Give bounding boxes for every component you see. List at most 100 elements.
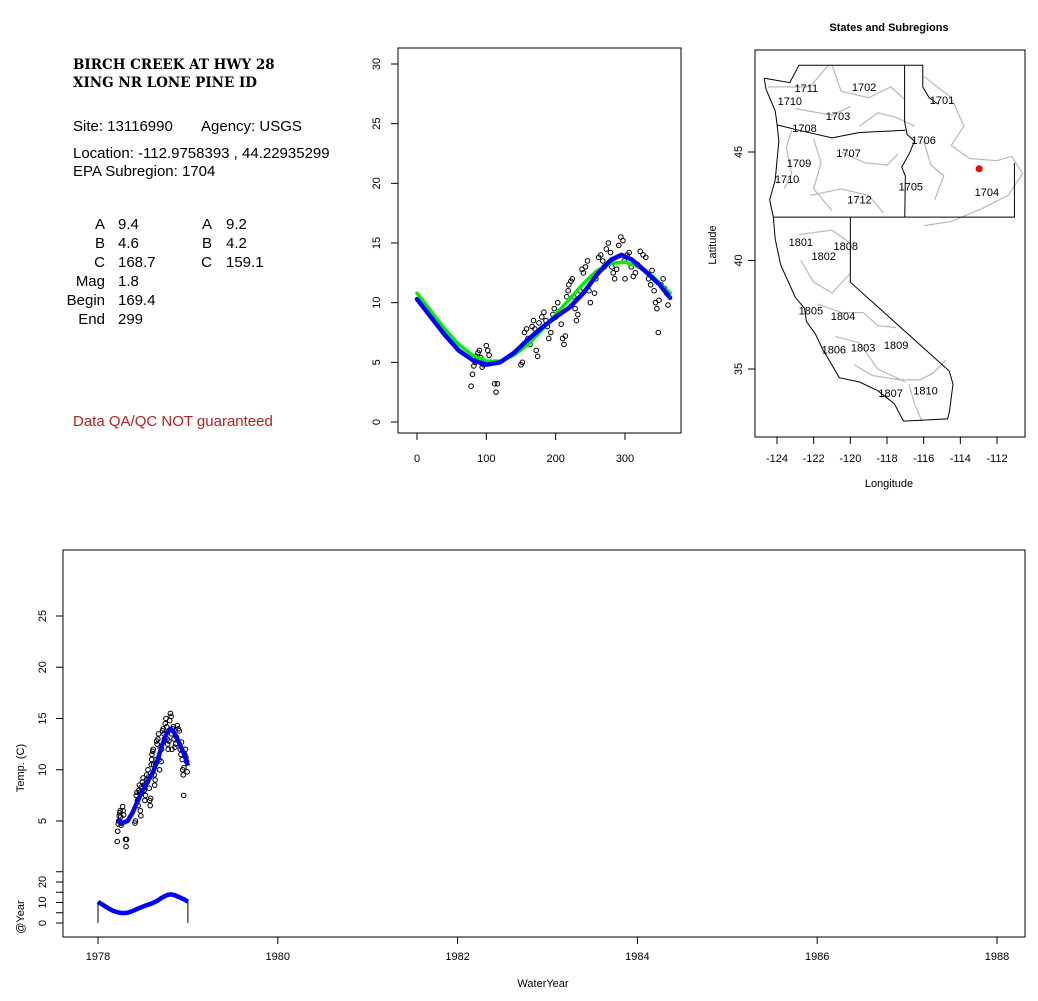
data-point (665, 302, 671, 308)
param-value: 159.1 (226, 254, 264, 271)
site-marker (975, 165, 983, 173)
subregion-label: 1807 (878, 388, 902, 400)
x-tick-label: -124 (766, 453, 788, 465)
x-tick-label: 1982 (445, 951, 469, 963)
x-tick-label: -118 (876, 453, 897, 465)
data-point (469, 371, 476, 378)
data-point (649, 267, 655, 274)
x-tick-label: -112 (986, 453, 1007, 465)
data-point (181, 764, 187, 771)
data-point (483, 342, 490, 349)
data-point (166, 738, 172, 744)
data-point (184, 769, 190, 775)
subregion-label: 1703 (826, 111, 850, 123)
y-tick-label: 40 (733, 254, 745, 266)
data-point (548, 329, 554, 336)
data-point (486, 352, 492, 358)
data-point (519, 359, 526, 366)
subregion-label: 1803 (851, 342, 875, 354)
subregion-boundary (813, 138, 833, 211)
y-tick-label: 5 (37, 818, 49, 824)
data-point (152, 777, 158, 783)
param-value: 9.2 (226, 216, 247, 233)
data-point (180, 772, 187, 778)
timeseries-frame (62, 549, 1026, 938)
data-point (656, 297, 662, 304)
location: Location: -112.9758393 , 44.22935299 (73, 145, 330, 162)
data-point (123, 836, 130, 843)
data-point (117, 807, 123, 814)
subregion-label: 1804 (831, 311, 855, 323)
x-tick-label: -114 (950, 453, 971, 465)
data-point (536, 320, 542, 326)
subregion-boundary (798, 229, 851, 244)
data-point (632, 270, 639, 276)
data-point (591, 290, 598, 296)
data-point (660, 276, 666, 282)
site-title-line1: BIRCH CREEK AT HWY 28 (73, 57, 275, 73)
x-tick-label: 1988 (985, 951, 1009, 963)
x-tick-label: 0 (414, 453, 420, 465)
data-point (120, 812, 127, 818)
subregion-boundary (923, 140, 945, 200)
qa-warning: Data QA/QC NOT guaranteed (73, 413, 273, 430)
data-point (114, 828, 121, 835)
data-point (176, 728, 183, 734)
subregion-boundary (859, 112, 915, 127)
param-label: End (78, 311, 105, 328)
y-axis-label: Temp. (C) (15, 744, 27, 792)
subregion-boundary (809, 188, 884, 214)
data-point (476, 347, 483, 354)
param-value: 4.6 (118, 235, 139, 252)
subregion-label: 1806 (822, 344, 846, 356)
state-boundary (764, 64, 939, 105)
data-point (156, 766, 163, 773)
param-label: A (201, 216, 212, 233)
data-point (610, 270, 617, 276)
x-axis-label: Longitude (865, 478, 913, 490)
subregion-boundary (817, 303, 897, 329)
data-point (584, 258, 591, 264)
annual-fit-line (96, 892, 190, 916)
data-point (132, 818, 139, 824)
data-point (149, 751, 155, 758)
state-boundary (776, 124, 906, 139)
y-tick-label: 15 (371, 237, 383, 249)
data-point (615, 242, 622, 249)
data-point (605, 240, 612, 246)
subregion-boundary (767, 64, 829, 88)
data-point (523, 326, 530, 332)
doy-plot-frame (397, 47, 682, 434)
data-point (611, 276, 618, 282)
subregion-label: 1809 (884, 340, 908, 352)
data-point (603, 246, 610, 252)
subregion-boundary (908, 384, 923, 422)
data-point (580, 270, 587, 276)
param-label: Begin (66, 292, 105, 309)
data-point (164, 741, 171, 747)
data-point (484, 347, 491, 354)
data-point (147, 802, 154, 809)
lower-y-axis-label: @Year (15, 900, 27, 934)
data-point (551, 305, 558, 312)
data-point (643, 254, 649, 261)
subregion-label: 1801 (789, 237, 813, 249)
data-point (146, 785, 153, 792)
subregion-label: 1710 (775, 174, 799, 186)
param-label: A (94, 216, 105, 233)
subregion-label: 1701 (930, 95, 954, 107)
data-point (155, 731, 162, 737)
data-point (655, 329, 662, 336)
fit-blue-line (116, 726, 191, 826)
param-label: Mag (75, 273, 105, 290)
data-point (141, 797, 148, 804)
fit-blue-line (414, 252, 673, 367)
data-point (563, 293, 570, 300)
data-point (167, 710, 174, 717)
data-point (575, 311, 581, 318)
data-point (493, 389, 499, 395)
data-point (145, 766, 151, 773)
data-point (150, 746, 156, 753)
x-tick-label: 200 (546, 453, 564, 465)
param-value: 168.7 (118, 254, 156, 271)
